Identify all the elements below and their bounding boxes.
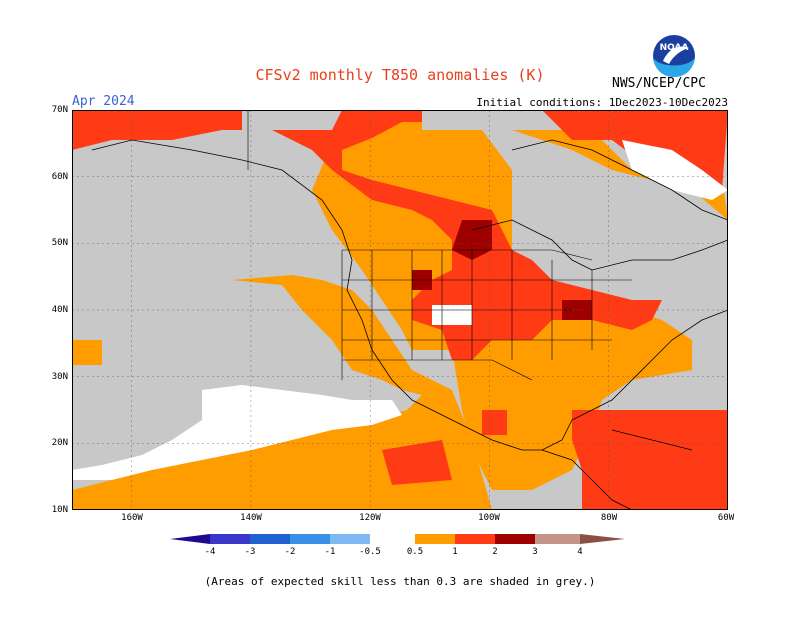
noaa-logo-icon: NOAA [653,35,695,77]
colorbar-label: 3 [532,547,538,557]
colorbar [170,534,625,544]
colorbar-label: -0.5 [359,547,381,557]
initial-conditions: Initial conditions: 1Dec2023-10Dec2023 [476,96,728,109]
agency-label: NWS/NCEP/CPC [612,76,706,91]
colorbar-bin-8 [495,534,535,544]
colorbar-label: 0.5 [406,547,424,557]
lon-label-80w: 80W [600,513,618,523]
colorbar-bin-3 [290,534,330,544]
lon-label-60w: 60W [717,513,735,523]
map-frame [72,110,728,510]
lat-label-60n: 60N [51,172,68,182]
lat-label-10n: 10N [51,505,68,515]
colorbar-label: -2 [284,547,296,557]
colorbar-bin-5 [370,534,415,544]
lon-label-160w: 160W [121,513,143,523]
anomaly-map [72,110,728,510]
lat-label-40n: 40N [51,305,68,315]
lat-label-30n: 30N [51,372,68,382]
lon-label-100w: 100W [478,513,500,523]
lat-label-20n: 20N [51,438,68,448]
colorbar-bin-1 [210,534,250,544]
lat-label-70n: 70N [51,105,68,115]
colorbar-label: -3 [244,547,256,557]
colorbar-bin-9 [535,534,580,544]
footnote: (Areas of expected skill less than 0.3 a… [204,575,596,588]
colorbar-bin-7 [455,534,495,544]
colorbar-label: -1 [324,547,336,557]
colorbar-min-arrow [170,534,210,544]
lat-label-50n: 50N [51,238,68,248]
colorbar-label: 1 [452,547,458,557]
colorbar-bin-6 [415,534,455,544]
logo-text: NOAA [660,43,689,53]
map-title: CFSv2 monthly T850 anomalies (K) [255,66,545,84]
colorbar-bin-2 [250,534,290,544]
graticule [72,110,728,510]
lon-label-140w: 140W [240,513,262,523]
colorbar-label: 2 [492,547,498,557]
colorbar-label: -4 [204,547,216,557]
colorbar-max-arrow [580,534,625,544]
colorbar-bin-4 [330,534,370,544]
forecast-period: Apr 2024 [72,94,135,109]
lon-label-120w: 120W [359,513,381,523]
colorbar-label: 4 [577,547,583,557]
